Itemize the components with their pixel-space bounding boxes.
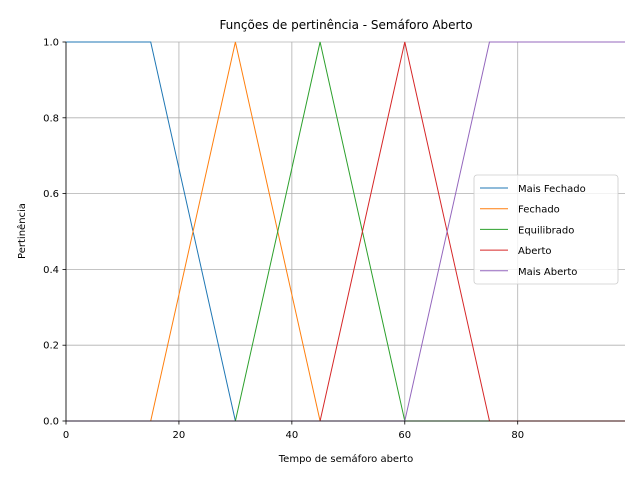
legend: Mais Fechado Fechado Equilibrado Aberto Mais…: [473, 174, 619, 285]
x-tick-label: 80: [511, 430, 524, 441]
legend-label: Equilibrado: [518, 225, 574, 236]
legend-label: Mais Aberto: [518, 267, 577, 278]
y-tick-label: 0.4: [43, 265, 59, 276]
x-tick-label: 60: [398, 430, 411, 441]
legend-label: Fechado: [518, 205, 560, 216]
y-tick-label: 1.0: [43, 38, 59, 49]
legend-label: Mais Fechado: [518, 184, 586, 195]
y-tick-label: 0.0: [43, 417, 59, 428]
ticks: 0 20 40 60 80 0.0 0.2 0.4 0.6 0.8 1.0: [43, 38, 524, 442]
legend-label: Aberto: [518, 246, 552, 257]
y-tick-label: 0.6: [43, 189, 59, 200]
y-tick-label: 0.8: [43, 113, 59, 124]
y-tick-label: 0.2: [43, 341, 59, 352]
axes: [65, 42, 625, 422]
y-axis-label: Pertinência: [16, 203, 28, 259]
x-tick-label: 0: [63, 430, 69, 441]
x-tick-label: 40: [285, 430, 298, 441]
chart-title: Funções de pertinência - Semáforo Aberto: [219, 18, 472, 32]
x-axis-label: Tempo de semáforo aberto: [278, 453, 413, 465]
legend-box: [473, 174, 619, 285]
x-tick-label: 20: [173, 430, 186, 441]
